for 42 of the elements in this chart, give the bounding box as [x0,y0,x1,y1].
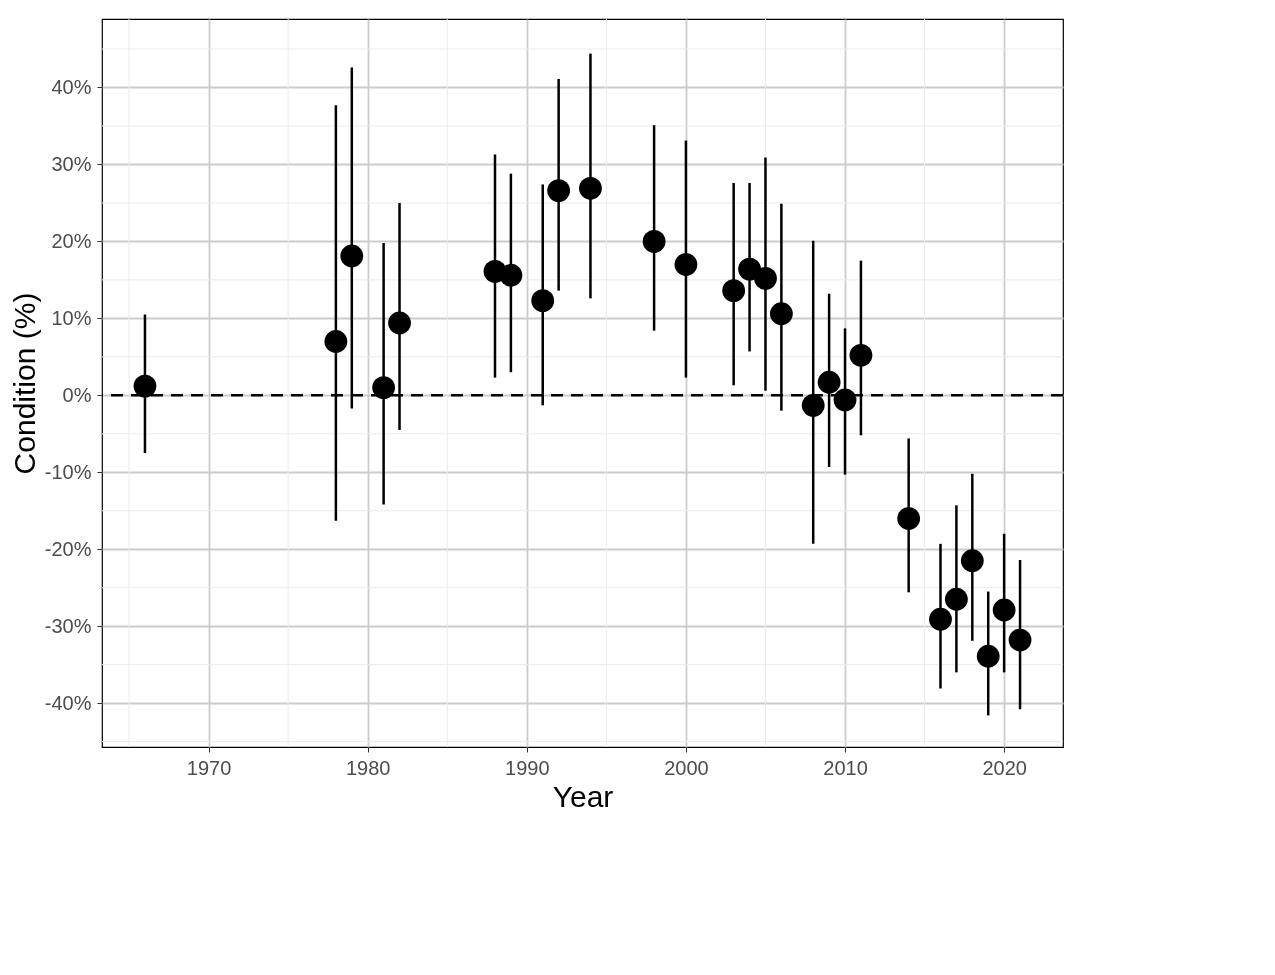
y-tick-label: 30% [51,152,92,175]
point [324,330,348,353]
y-tick-label: 40% [51,75,92,98]
point [992,598,1016,622]
x-tick-label: 1990 [505,756,550,779]
point [579,176,602,200]
point [1008,628,1032,652]
point [801,393,825,417]
y-tick-label: -10% [44,460,92,483]
point [340,244,364,268]
y-tick-label: -30% [44,614,92,637]
y-tick-label: 0% [62,383,92,406]
point [722,279,746,303]
point [849,343,873,367]
point [133,374,157,398]
point [976,644,1000,668]
x-tick-label: 2020 [982,756,1027,779]
point [499,263,523,287]
point [547,179,571,202]
point [769,302,793,326]
x-tick-label: 1980 [345,756,391,779]
point [388,311,411,335]
point [833,388,857,412]
x-tick-label: 2010 [823,756,868,779]
point [945,587,968,611]
y-axis-title: Condition (%) [7,292,41,475]
point [897,507,921,530]
point [929,607,952,631]
y-tick-label: 10% [51,306,92,329]
point [960,549,984,573]
point [674,253,698,276]
point [531,289,555,313]
x-tick-label: 1970 [186,756,232,779]
point [642,230,666,253]
point [372,376,396,399]
x-tick-label: 2000 [664,756,709,779]
y-tick-label: -20% [44,537,92,560]
point [754,266,777,290]
point [817,370,841,394]
x-axis-title: Year [552,779,614,813]
y-tick-label: 20% [51,229,92,252]
y-tick-label: -40% [44,691,92,714]
